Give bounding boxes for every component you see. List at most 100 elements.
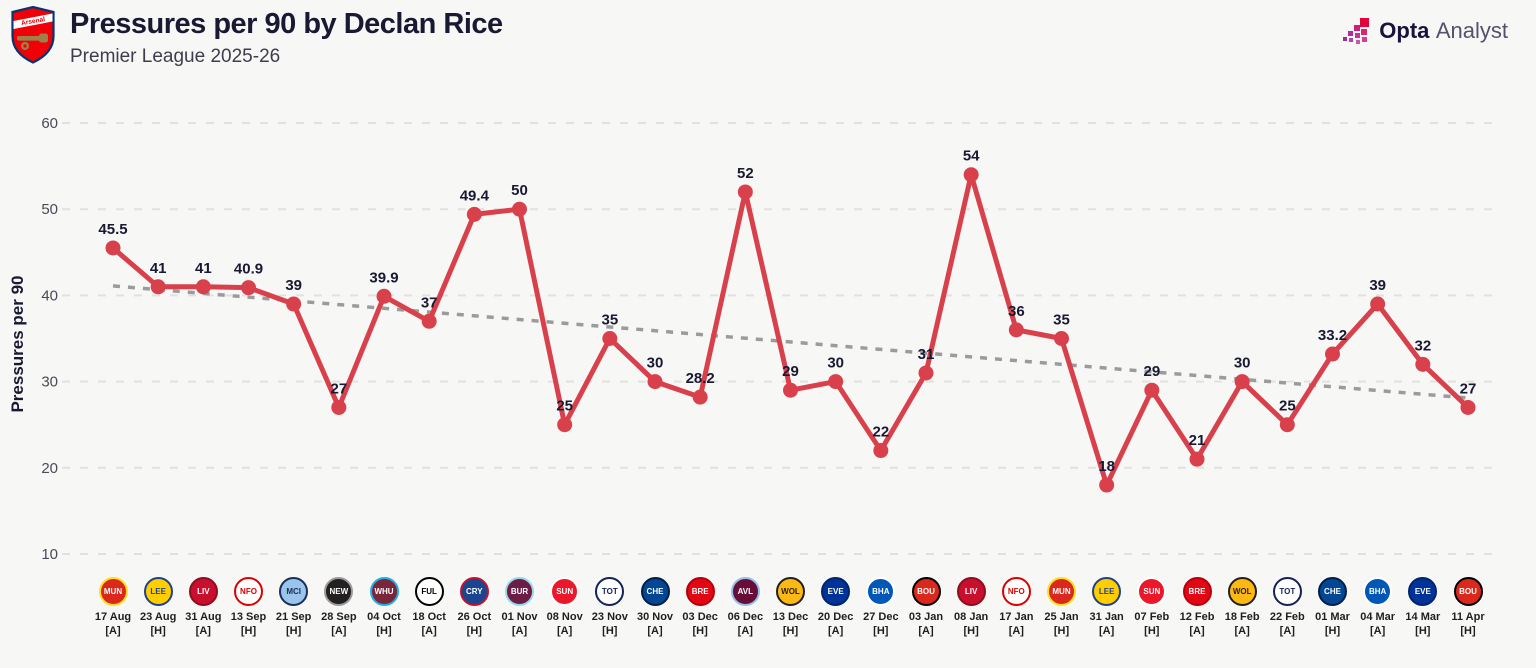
data-label: 36 (1008, 303, 1025, 320)
data-label: 30 (1234, 355, 1251, 372)
club-badge-bur-icon: BUR (505, 577, 534, 606)
x-tick-label: 30 Nov [A] (637, 610, 673, 638)
data-point (512, 201, 527, 217)
club-abbr: CHE (646, 587, 664, 596)
match-date: 23 Nov (591, 611, 628, 623)
data-point (1415, 356, 1431, 372)
gridlines: 10 20 30 40 50 60 (41, 115, 1498, 563)
match-venue: [H] (1053, 625, 1070, 637)
y-tick-label: 30 (41, 374, 58, 391)
match-venue: [A] (1234, 625, 1250, 637)
club-abbr: WOL (781, 587, 800, 596)
x-tick-label: 01 Nov [A] (501, 610, 537, 638)
match-date: 18 Oct (412, 611, 446, 623)
club-badge-mun-icon: MUN (1047, 577, 1076, 606)
data-label: 39.9 (369, 269, 398, 286)
data-label: 22 (872, 424, 889, 441)
data-label: 30 (647, 355, 664, 372)
data-label: 54 (963, 148, 980, 165)
club-abbr: NEW (329, 587, 349, 596)
match-venue: [A] (828, 625, 844, 637)
club-badge-cry-icon: CRY (459, 577, 489, 606)
data-point (557, 417, 573, 433)
data-point (286, 296, 302, 312)
club-abbr: LEE (150, 587, 166, 596)
club-abbr: MUN (103, 587, 123, 596)
match-date: 08 Nov (546, 611, 583, 623)
data-points (105, 167, 1476, 493)
x-tick-label: 17 Aug [A] (95, 610, 131, 638)
x-tick-label: 25 Jan [H] (1044, 610, 1078, 638)
x-tick-label: 13 Sep [H] (231, 610, 266, 638)
club-badge-wol-icon: WOL (1227, 577, 1257, 606)
data-point (1099, 477, 1115, 493)
pressures-series-line (110, 172, 1471, 488)
trend-line (112, 284, 1469, 400)
data-label: 31 (918, 346, 935, 363)
data-point (602, 331, 618, 346)
club-abbr: MCI (286, 587, 301, 596)
club-badge-liv-icon: LIV (188, 577, 218, 606)
match-venue: [H] (150, 625, 166, 637)
match-date: 13 Dec (772, 611, 809, 623)
club-abbr: AVL (737, 587, 754, 596)
match-date: 06 Dec (727, 611, 764, 623)
club-badge-avl-icon: AVL (730, 577, 760, 606)
data-label: 49.4 (460, 187, 490, 204)
club-abbr: BHA (1368, 587, 1387, 596)
match-venue: [H] (602, 625, 618, 637)
match-date: 27 Dec (863, 611, 899, 623)
match-venue: [A] (1008, 625, 1024, 637)
match-date: 22 Feb (1269, 611, 1305, 623)
data-label: 41 (150, 260, 167, 277)
opta-wordmark: Opta Analyst (1379, 18, 1508, 44)
x-tick-label: 20 Dec [A] (818, 610, 853, 638)
data-label: 37 (421, 294, 438, 311)
opta-analyst-logo: Opta Analyst (1341, 16, 1508, 46)
club-abbr: SUN (1143, 587, 1161, 596)
data-label: 40.9 (234, 261, 263, 278)
brand-name-light: Analyst (1435, 18, 1508, 43)
club-abbr: TOT (601, 587, 618, 596)
x-tick-label: 28 Sep [A] (321, 610, 356, 638)
match-date: 20 Dec (817, 611, 854, 623)
club-badge-new-icon: NEW (324, 577, 354, 606)
match-venue: [H] (963, 625, 979, 637)
match-date: 30 Nov (636, 611, 674, 623)
data-point (331, 399, 347, 415)
y-tick-label: 50 (41, 201, 58, 218)
data-point (828, 374, 844, 390)
data-labels: 45.5 41 41 40.9 39 27 39.9 37 49.4 50 25 35 30 28.2 52… (98, 148, 1476, 475)
match-date: 01 Mar (1315, 611, 1350, 623)
club-badge-bha-icon: BHA (866, 577, 896, 606)
data-label: 18 (1098, 458, 1115, 475)
x-tick-label: 26 Oct [H] (458, 610, 492, 638)
match-date: 31 Jan (1089, 611, 1124, 623)
x-tick-label: 03 Jan [A] (909, 610, 943, 638)
match-venue: [A] (331, 625, 347, 637)
data-point (195, 279, 211, 295)
club-abbr: NFO (1007, 587, 1025, 596)
data-point (783, 382, 798, 398)
data-label: 45.5 (98, 221, 127, 238)
club-abbr: FUL (421, 587, 437, 596)
data-point (241, 280, 256, 296)
x-tick-label: 21 Sep [H] (276, 610, 311, 638)
club-abbr: BOU (917, 587, 935, 596)
match-venue: [A] (1279, 625, 1295, 637)
match-date: 01 Nov (501, 611, 538, 623)
page-subtitle: Premier League 2025-26 (70, 46, 281, 67)
data-label: 27 (1460, 380, 1477, 397)
brand-name-bold: Opta (1379, 18, 1430, 43)
data-label: 33.2 (1318, 327, 1347, 344)
y-tick-label: 60 (41, 115, 58, 132)
club-badge-lee-icon: LEE (143, 577, 173, 606)
x-tick-label: 14 Mar [H] (1405, 610, 1440, 638)
match-venue: [H] (782, 625, 799, 637)
club-badge-bha-icon: BHA (1363, 577, 1393, 606)
club-badge-ful-icon: FUL (414, 577, 444, 606)
match-date: 11 Apr (1451, 611, 1485, 623)
club-abbr: SUN (556, 587, 574, 596)
club-abbr: LEE (1098, 587, 1115, 596)
match-venue: [H] (286, 625, 302, 637)
